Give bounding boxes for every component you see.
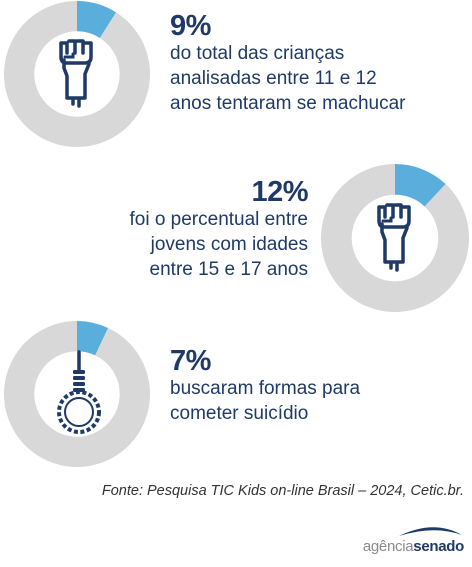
logo-part-2: senado <box>413 538 464 555</box>
donut-chart-3 <box>3 321 150 467</box>
logo-wordmark: agênciasenado <box>363 538 464 555</box>
stat-2-description: foi o percentual entre jovens com idades… <box>129 207 308 282</box>
donut-slices-3 <box>3 321 150 467</box>
raised-fist-icon <box>59 39 93 108</box>
stat-1-line-2: analisadas entre 11 e 12 <box>170 68 377 89</box>
donut-slices-2 <box>321 164 469 312</box>
source-note: Fonte: Pesquisa TIC Kids on-line Brasil … <box>101 483 464 499</box>
donut-chart-1 <box>4 0 151 147</box>
agencia-senado-logo: agênciasenado <box>344 521 464 561</box>
donut-2-highlight-slice <box>395 164 446 207</box>
stat-1-description: do total das crianças analisadas entre 1… <box>170 41 406 116</box>
stat-1-line-1: do total das crianças <box>170 43 345 64</box>
stat-2-line-1: foi o percentual entre <box>129 209 308 230</box>
logo-part-1: agência <box>362 538 414 555</box>
stat-3-line-2: cometer suicídio <box>170 403 309 424</box>
logo-swoosh-icon <box>399 527 462 536</box>
donut-slices-1 <box>4 0 151 147</box>
donut-3-remainder-slice <box>3 321 150 467</box>
donut-3-highlight-slice <box>77 321 109 356</box>
stat-1-line-3: anos tentaram se machucar <box>170 93 406 114</box>
stat-3-value: 7% <box>170 345 211 377</box>
stat-2-line-2: jovens com idades <box>150 234 308 255</box>
donut-1-highlight-slice <box>77 1 117 38</box>
stat-3-description: buscaram formas para cometer suicídio <box>170 376 360 426</box>
donut-chart-2 <box>321 164 469 312</box>
stat-2-line-3: entre 15 e 17 anos <box>149 259 308 280</box>
stat-3-line-1: buscaram formas para <box>170 378 361 399</box>
stat-2-value: 12% <box>251 176 308 208</box>
raised-fist-icon <box>377 203 411 272</box>
donut-2-remainder-slice <box>321 164 469 312</box>
donut-1-remainder-slice <box>4 0 151 147</box>
noose-icon <box>57 350 101 434</box>
stat-1-value: 9% <box>170 10 211 42</box>
